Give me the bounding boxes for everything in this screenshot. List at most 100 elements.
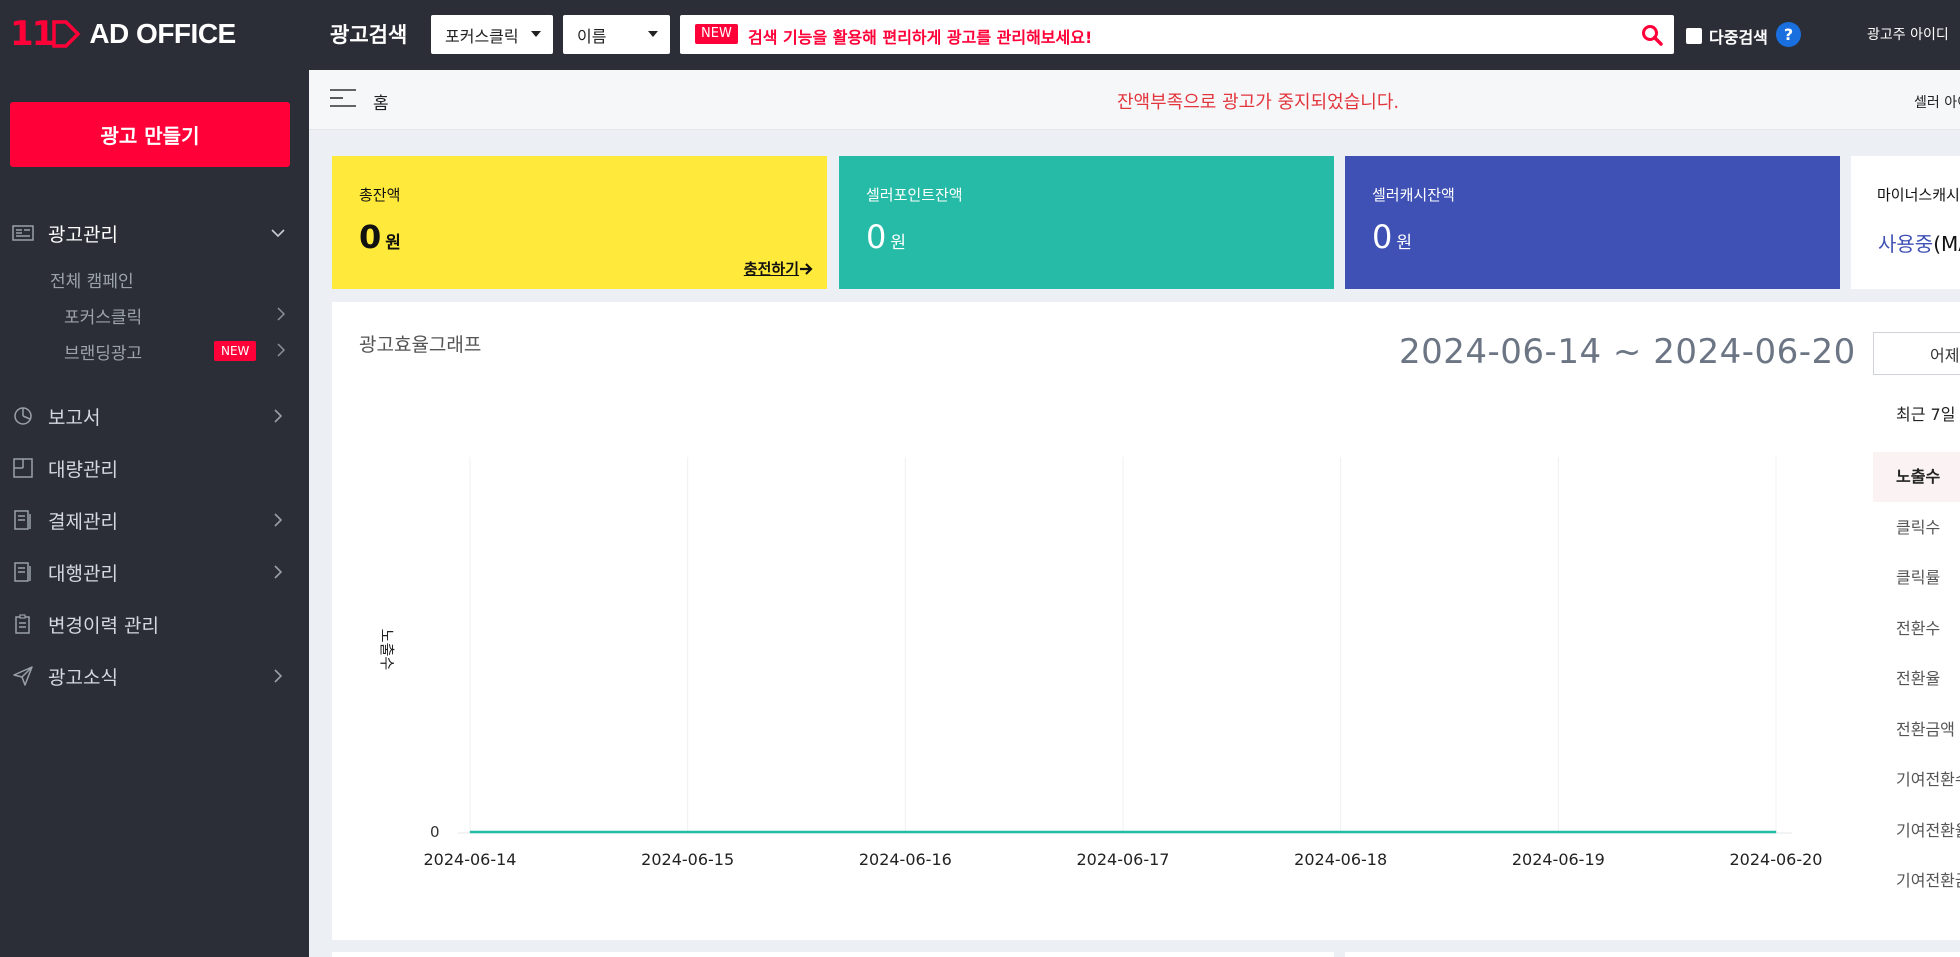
search-input[interactable]: NEW 검색 기능을 활용해 편리하게 광고를 관리해보세요! — [680, 15, 1674, 54]
sidebar-item-news[interactable]: 광고소식 — [0, 658, 309, 694]
graph-date-range: 2024-06-14 ~ 2024-06-20 — [1399, 332, 1856, 372]
x-tick-label: 2024-06-14 — [424, 850, 517, 869]
status-suffix: (MA — [1933, 232, 1960, 256]
search-type-value: 포커스클릭 — [445, 26, 519, 46]
bulk-icon — [13, 458, 33, 478]
ad-manage-icon — [12, 225, 34, 241]
history-icon — [15, 614, 30, 634]
y-tick-label: 0 — [430, 823, 440, 841]
sidebar-sub-focus-click[interactable]: 포커스클릭 — [64, 308, 143, 328]
data-point — [1775, 831, 1777, 833]
logo[interactable]: 11 AD OFFICE — [10, 14, 236, 54]
sidebar-item-agency[interactable]: 대행관리 — [0, 554, 309, 590]
multi-search-checkbox[interactable] — [1686, 28, 1702, 44]
x-tick-label: 2024-06-18 — [1294, 850, 1387, 869]
chevron-right-icon — [274, 565, 283, 579]
chevron-right-icon — [274, 669, 283, 683]
amount-unit: 원 — [890, 233, 906, 253]
card-title: 총잔액 — [359, 186, 401, 204]
search-field-value: 이름 — [577, 26, 607, 46]
metric-item[interactable]: 전환금액 — [1896, 719, 1955, 739]
bottom-panel-right — [1345, 952, 1960, 957]
multi-search-label: 다중검색 — [1709, 28, 1768, 47]
graph-title: 광고효율그래프 — [359, 334, 482, 356]
sidebar-item-label: 광고소식 — [48, 666, 118, 689]
data-point — [687, 831, 689, 833]
multi-search-toggle[interactable]: 다중검색 — [1686, 24, 1768, 48]
sidebar-item-bulk[interactable]: 대량관리 — [0, 450, 309, 486]
breadcrumb-bar: 홈 잔액부족으로 광고가 중지되었습니다. 셀러 아이디 — [309, 70, 1960, 130]
receipt-icon — [14, 510, 31, 530]
balance-alert: 잔액부족으로 광고가 중지되었습니다. — [1117, 92, 1400, 113]
yesterday-button[interactable]: 어제 — [1873, 332, 1960, 375]
pie-chart-icon — [14, 407, 32, 425]
sidebar-item-reports[interactable]: 보고서 — [0, 398, 309, 434]
seller-id[interactable]: 셀러 아이디 — [1914, 95, 1960, 111]
metric-item[interactable]: 클릭률 — [1896, 568, 1941, 587]
sidebar-item-label: 결제관리 — [48, 510, 118, 533]
data-point — [1340, 831, 1342, 833]
help-icon[interactable]: ? — [1776, 22, 1801, 47]
sidebar-item-label: 대행관리 — [48, 562, 118, 585]
send-icon — [13, 666, 33, 686]
advertiser-id[interactable]: 광고주 아이디 — [1867, 27, 1949, 43]
x-tick-label: 2024-06-15 — [641, 850, 734, 869]
x-tick-label: 2024-06-17 — [1077, 850, 1170, 869]
logo-mark: 11 — [10, 14, 55, 54]
search-field-select[interactable]: 이름 — [563, 15, 670, 54]
sidebar-item-label: 변경이력 관리 — [48, 614, 159, 637]
recent-7-days-select[interactable]: 최근 7일 ∨ — [1896, 405, 1960, 424]
charge-link-label: 충전하기 — [743, 260, 799, 278]
bottom-panel-left — [332, 952, 1334, 957]
search-icon[interactable] — [1640, 23, 1664, 47]
data-point — [904, 831, 906, 833]
caret-down-icon — [531, 31, 541, 37]
logo-text: AD OFFICE — [89, 18, 236, 49]
logo-arrow-icon — [52, 20, 81, 48]
data-point — [1557, 831, 1559, 833]
breadcrumb-home[interactable]: 홈 — [373, 94, 389, 114]
metric-item[interactable]: 전환수 — [1896, 618, 1941, 638]
data-point — [469, 831, 471, 833]
x-tick-label: 2024-06-20 — [1730, 850, 1822, 869]
card-title: 마이너스캐시 — [1877, 186, 1960, 204]
sidebar-item-payment[interactable]: 결제관리 — [0, 502, 309, 538]
metric-item[interactable]: 노출수 — [1873, 452, 1960, 502]
sidebar-item-ad-manage[interactable]: 광고관리 — [0, 215, 309, 251]
menu-icon[interactable] — [329, 88, 357, 108]
card-title: 셀러캐시잔액 — [1372, 186, 1455, 204]
chevron-down-icon — [271, 229, 285, 238]
create-ad-button[interactable]: 광고 만들기 — [10, 102, 290, 167]
metric-item[interactable]: 기여전환율 — [1896, 820, 1960, 840]
minus-cash-status: 사용중(MA — [1878, 228, 1960, 257]
search-type-select[interactable]: 포커스클릭 — [431, 15, 553, 54]
new-badge: NEW — [214, 341, 257, 361]
metric-item[interactable]: 클릭수 — [1896, 517, 1941, 537]
chevron-right-icon — [274, 409, 283, 423]
x-tick-label: 2024-06-16 — [859, 850, 952, 869]
y-axis-label: 노출수 — [378, 629, 396, 670]
arrow-right-icon — [800, 262, 813, 275]
data-point — [1122, 831, 1124, 833]
caret-down-icon — [648, 31, 658, 37]
metric-item[interactable]: 기여전환금 — [1896, 871, 1960, 890]
metric-item[interactable]: 기여전환수 — [1896, 770, 1960, 789]
x-tick-label: 2024-06-19 — [1512, 850, 1605, 869]
sidebar-item-history[interactable]: 변경이력 관리 — [0, 606, 309, 642]
sidebar-item-label: 대량관리 — [48, 458, 118, 481]
sidebar-sub-branding[interactable]: 브랜딩광고 — [64, 344, 143, 364]
search-placeholder: 검색 기능을 활용해 편리하게 광고를 관리해보세요! — [748, 28, 1093, 47]
chevron-right-icon — [277, 307, 286, 321]
sidebar: 광고 만들기 광고관리 전체 캠페인 포커스클릭 브랜딩광고 NEW 보고서 — [0, 70, 309, 957]
chevron-right-icon — [277, 343, 286, 357]
efficiency-chart: 0 노출수 2024-06-14 2024-06-15 2024-06-16 2024-0… — [378, 457, 1822, 869]
sidebar-sub-all-campaigns[interactable]: 전체 캠페인 — [50, 272, 134, 292]
charge-link[interactable]: 충전하기 — [744, 258, 813, 279]
efficiency-graph-panel: 광고효율그래프 2024-06-14 ~ 2024-06-20 0 노출수 2024… — [332, 302, 1960, 940]
metric-item[interactable]: 전환율 — [1896, 669, 1941, 688]
